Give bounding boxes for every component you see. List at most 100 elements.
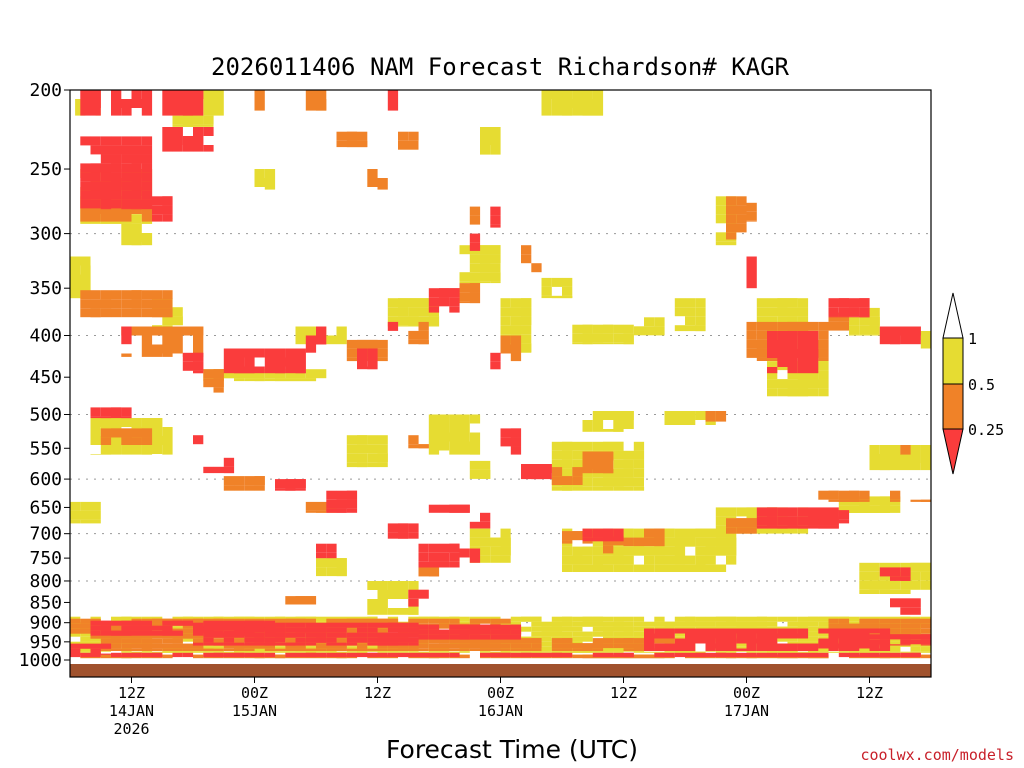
heatmap-cell-mid bbox=[305, 501, 317, 511]
heatmap-cell-low bbox=[408, 642, 419, 646]
heatmap-cell-low bbox=[80, 172, 91, 182]
heatmap-cell-high bbox=[849, 651, 870, 653]
heatmap-cell-high bbox=[326, 335, 337, 345]
heatmap-cell-high bbox=[551, 277, 563, 287]
heatmap-cell-mid bbox=[141, 437, 153, 445]
heatmap-cell-high bbox=[787, 636, 798, 642]
heatmap-cell-low bbox=[500, 634, 521, 640]
heatmap-cell-high bbox=[254, 651, 275, 653]
heatmap-cell-high bbox=[654, 326, 665, 336]
heatmap-cell-mid bbox=[408, 330, 419, 340]
heatmap-cell-mid bbox=[531, 638, 542, 644]
heatmap-cell-low bbox=[756, 633, 768, 639]
heatmap-cell-low bbox=[244, 632, 255, 638]
heatmap-cell-high bbox=[613, 486, 624, 491]
heatmap-cell-high bbox=[480, 537, 501, 547]
heatmap-cell-low bbox=[367, 622, 378, 628]
heatmap-cell-high bbox=[623, 342, 634, 345]
heatmap-cell-mid bbox=[572, 476, 583, 485]
heatmap-cell-high bbox=[685, 651, 706, 653]
heatmap-cell-low bbox=[521, 652, 542, 658]
heatmap-cell-low bbox=[398, 532, 409, 539]
heatmap-cell-high bbox=[480, 460, 491, 470]
heatmap-cell-high bbox=[654, 616, 665, 622]
heatmap-cell-high bbox=[920, 580, 931, 590]
heatmap-cell-mid bbox=[254, 99, 265, 108]
heatmap-cell-low bbox=[869, 643, 880, 649]
heatmap-cell-high bbox=[562, 631, 573, 637]
heatmap-cell-high bbox=[439, 423, 450, 433]
heatmap-cell-mid bbox=[920, 654, 931, 659]
heatmap-cell-mid bbox=[80, 214, 91, 222]
heatmap-cell-high bbox=[500, 316, 511, 326]
heatmap-cell-high bbox=[664, 537, 685, 547]
heatmap-cell-mid bbox=[859, 499, 870, 502]
heatmap-cell-high bbox=[920, 463, 931, 471]
heatmap-cell-low bbox=[859, 307, 870, 317]
heatmap-cell-low bbox=[80, 652, 91, 658]
heatmap-cell-high bbox=[808, 616, 829, 622]
heatmap-cell-high bbox=[75, 108, 86, 116]
y-tick-label: 600 bbox=[29, 469, 62, 490]
heatmap-cell-low bbox=[131, 136, 142, 146]
heatmap-cell-high bbox=[152, 436, 173, 445]
heatmap-cell-high bbox=[869, 571, 880, 581]
heatmap-cell-mid bbox=[408, 435, 419, 445]
heatmap-cell-high bbox=[285, 369, 296, 379]
heatmap-cell-low bbox=[90, 90, 101, 99]
heatmap-cell-low bbox=[326, 637, 337, 643]
heatmap-cell-low bbox=[305, 632, 327, 638]
heatmap-cell-low bbox=[787, 367, 798, 374]
heatmap-cell-high bbox=[879, 589, 891, 594]
heatmap-cell-mid bbox=[439, 638, 450, 644]
heatmap-cell-high bbox=[726, 555, 737, 565]
heatmap-cell-low bbox=[705, 648, 716, 651]
heatmap-cell-low bbox=[100, 136, 112, 146]
heatmap-cell-high bbox=[305, 326, 317, 336]
heatmap-cell-mid bbox=[418, 339, 429, 345]
chart-title: 2026011406 NAM Forecast Richardson# KAGR bbox=[211, 53, 790, 81]
heatmap-cell-high bbox=[910, 580, 921, 590]
heatmap-cell-low bbox=[264, 652, 276, 658]
heatmap-cell-low bbox=[367, 366, 378, 370]
heatmap-cell-mid bbox=[603, 469, 614, 474]
x-tick-label: 12Z bbox=[610, 684, 637, 702]
source-credit[interactable]: coolwx.com/models bbox=[860, 746, 1014, 764]
heatmap-cell-low bbox=[326, 632, 347, 638]
heatmap-cell-low bbox=[357, 652, 378, 658]
heatmap-cell-low bbox=[490, 361, 501, 370]
heatmap-cell-mid bbox=[162, 353, 173, 357]
heatmap-cell-low bbox=[193, 370, 204, 374]
heatmap-cell-low bbox=[285, 488, 306, 491]
heatmap-cell-high bbox=[428, 316, 440, 326]
heatmap-cell-high bbox=[90, 223, 111, 224]
heatmap-cell-low bbox=[777, 507, 788, 517]
heatmap-cell-low bbox=[879, 652, 891, 658]
heatmap-cell-mid bbox=[469, 648, 481, 651]
heatmap-cell-high bbox=[490, 281, 501, 284]
heatmap-cell-low bbox=[387, 321, 399, 331]
heatmap-cell-mid bbox=[275, 654, 286, 659]
heatmap-cell-low bbox=[459, 548, 470, 558]
heatmap-cell-mid bbox=[408, 618, 419, 624]
heatmap-cell-high bbox=[469, 432, 481, 442]
heatmap-cell-low bbox=[459, 624, 480, 630]
heatmap-cell-low bbox=[828, 510, 839, 520]
heatmap-cell-mid bbox=[111, 308, 122, 318]
heatmap-cell-low bbox=[828, 307, 839, 317]
heatmap-cell-low bbox=[275, 632, 286, 638]
heatmap-cell-low bbox=[121, 335, 132, 345]
heatmap-cell-mid bbox=[172, 326, 193, 336]
heatmap-cell-high bbox=[234, 378, 245, 382]
heatmap-cell-mid bbox=[469, 215, 481, 225]
heatmap-cell-low bbox=[111, 99, 132, 108]
heatmap-cell-high bbox=[500, 546, 511, 556]
heatmap-cell-mid bbox=[746, 339, 767, 349]
heatmap-cell-high bbox=[141, 445, 153, 454]
heatmap-cell-low bbox=[111, 108, 122, 116]
heatmap-cell-mid bbox=[398, 643, 409, 649]
heatmap-cell-mid bbox=[900, 454, 911, 455]
heatmap-cell-low bbox=[838, 652, 850, 658]
heatmap-cell-high bbox=[121, 224, 132, 233]
heatmap-cell-high bbox=[767, 316, 778, 326]
